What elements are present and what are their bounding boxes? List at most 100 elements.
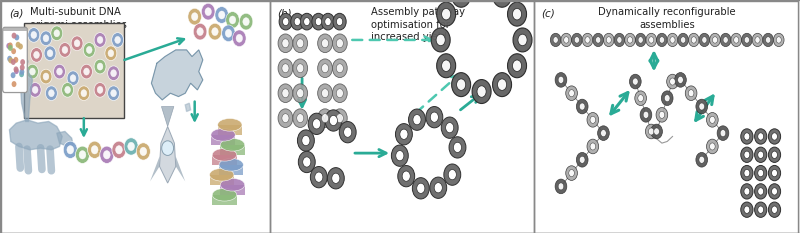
Circle shape (14, 57, 18, 63)
Circle shape (18, 44, 23, 49)
Circle shape (402, 171, 410, 181)
Circle shape (662, 91, 673, 106)
Circle shape (54, 30, 60, 37)
Circle shape (30, 68, 35, 75)
Circle shape (302, 157, 311, 167)
Circle shape (344, 127, 352, 137)
Circle shape (239, 13, 253, 30)
Circle shape (766, 37, 770, 43)
Circle shape (318, 109, 333, 127)
Circle shape (293, 34, 308, 53)
Circle shape (550, 33, 561, 47)
Circle shape (327, 168, 344, 189)
Circle shape (94, 59, 106, 74)
Circle shape (452, 0, 470, 7)
Circle shape (731, 33, 742, 47)
Circle shape (754, 202, 766, 217)
Ellipse shape (212, 188, 237, 201)
Circle shape (67, 146, 74, 154)
Circle shape (124, 138, 138, 155)
Circle shape (436, 34, 446, 46)
Circle shape (81, 64, 93, 79)
Circle shape (699, 33, 710, 47)
Circle shape (20, 65, 25, 70)
Circle shape (293, 59, 308, 78)
Circle shape (413, 115, 421, 125)
Circle shape (308, 113, 325, 134)
Circle shape (233, 30, 246, 47)
Circle shape (412, 178, 430, 199)
Circle shape (659, 111, 665, 118)
Circle shape (744, 133, 750, 140)
Ellipse shape (218, 119, 242, 131)
Circle shape (103, 151, 110, 159)
Circle shape (657, 33, 667, 47)
Circle shape (649, 128, 654, 135)
Circle shape (83, 43, 95, 57)
Circle shape (566, 86, 578, 100)
Circle shape (322, 64, 329, 73)
Circle shape (110, 90, 117, 97)
Circle shape (442, 60, 450, 72)
Circle shape (558, 183, 564, 190)
Circle shape (434, 183, 442, 193)
Circle shape (7, 56, 12, 62)
Ellipse shape (211, 128, 235, 141)
Circle shape (646, 33, 657, 47)
Bar (210, 175, 234, 185)
Circle shape (587, 113, 598, 127)
Circle shape (638, 95, 643, 102)
Circle shape (744, 151, 750, 158)
Circle shape (691, 37, 696, 43)
Circle shape (699, 156, 705, 163)
Text: Dynamically reconfigurable
assemblies: Dynamically reconfigurable assemblies (598, 7, 736, 30)
Circle shape (576, 99, 588, 114)
Circle shape (513, 60, 522, 72)
Circle shape (293, 109, 308, 127)
Circle shape (590, 143, 596, 150)
Circle shape (400, 129, 408, 139)
Ellipse shape (212, 148, 237, 161)
Circle shape (51, 26, 62, 41)
Bar (24, 23, 124, 118)
Circle shape (278, 34, 293, 53)
Circle shape (754, 147, 766, 162)
Circle shape (603, 33, 614, 47)
Circle shape (8, 57, 13, 63)
Circle shape (57, 68, 62, 75)
Text: (b): (b) (277, 8, 292, 18)
Circle shape (430, 112, 438, 122)
Circle shape (16, 42, 21, 48)
Circle shape (555, 72, 567, 87)
Circle shape (446, 123, 454, 133)
Circle shape (34, 51, 39, 58)
Circle shape (571, 33, 582, 47)
Circle shape (498, 0, 506, 1)
Circle shape (574, 37, 579, 43)
Circle shape (569, 170, 574, 177)
Circle shape (650, 124, 662, 139)
Circle shape (298, 130, 314, 151)
Ellipse shape (220, 178, 245, 191)
Circle shape (688, 90, 694, 97)
Circle shape (513, 8, 522, 20)
Circle shape (339, 122, 356, 143)
Circle shape (70, 75, 76, 82)
Circle shape (635, 33, 646, 47)
Circle shape (720, 130, 726, 137)
Circle shape (8, 45, 13, 51)
Polygon shape (159, 127, 176, 183)
Circle shape (97, 36, 103, 44)
Circle shape (14, 68, 19, 74)
Circle shape (332, 173, 340, 183)
Circle shape (218, 11, 225, 19)
Circle shape (630, 74, 641, 89)
Circle shape (11, 48, 16, 54)
Circle shape (755, 37, 760, 43)
Circle shape (768, 184, 781, 199)
Circle shape (741, 129, 753, 144)
Polygon shape (186, 103, 190, 112)
Circle shape (448, 170, 456, 180)
Circle shape (290, 13, 304, 30)
Circle shape (391, 145, 408, 166)
